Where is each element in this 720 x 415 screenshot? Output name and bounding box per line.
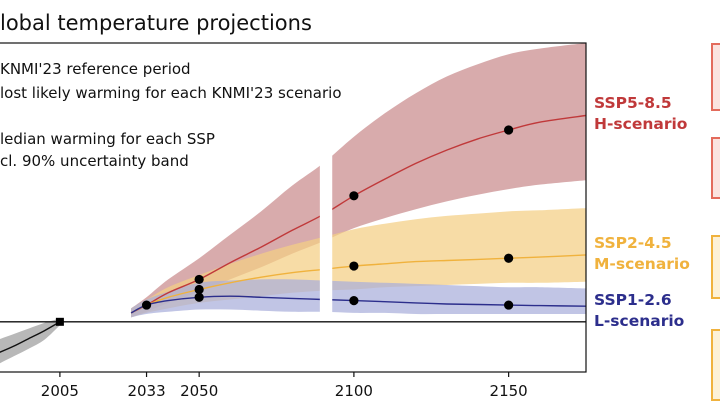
note-reference-period: KNMI'23 reference period [0,60,191,78]
historical-line [0,321,61,353]
label-ssp245: SSP2-4.5 [594,234,672,252]
x-tick-label: 2050 [180,382,218,400]
note-median-warming: ledian warming for each SSP [0,130,215,148]
label-ssp126: SSP1-2.6 [594,291,672,309]
side-panel-fragment [711,235,720,299]
historical-series [0,318,61,364]
label-ssp585: SSP5-8.5 [594,94,672,112]
marker-ssp1-2-6 [349,296,359,306]
x-tick-label: 2033 [127,382,165,400]
plot-area [0,42,587,373]
label-m-scenario: M-scenario [594,255,690,273]
marker-ssp1-2-6 [194,292,204,302]
x-tick-label: 2005 [41,382,79,400]
marker-ssp5-8-5 [349,191,359,201]
plot-frame [0,42,587,373]
side-panel-fragment [711,329,720,401]
historical-band [0,318,60,364]
marker-ssp2-4-5 [194,284,204,295]
marker-ssp5-8-5 [141,300,152,310]
x-tick-label: 2100 [335,382,373,400]
adjacent-panel-fragments [711,43,720,401]
marker-ssp5-8-5 [504,125,514,135]
chart-title: lobal temperature projections [0,11,312,35]
x-tick-label: 2150 [490,382,528,400]
scenario-labels: SSP5-8.5 H-scenario SSP2-4.5 M-scenario … [594,94,690,330]
marker-ssp2-4-5 [504,253,514,263]
band-ssp1-2-6 [131,279,586,318]
label-h-scenario: H-scenario [594,115,687,133]
median-line-ssp5-8-5 [130,114,587,314]
median-line-ssp1-2-6 [130,295,587,314]
note-most-likely-warming: lost likely warming for each KNMI'23 sce… [0,84,342,102]
side-panel-fragment [711,137,720,199]
x-axis-ticks: 2005 2033 2050 2100 2150 [41,372,528,400]
reference-point-marker [55,317,64,326]
marker-points [55,125,514,326]
period-gap [319,43,333,370]
band-ssp5-8-5 [131,43,586,318]
marker-ssp5-8-5 [194,274,204,285]
marker-ssp2-4-5 [349,261,359,271]
note-uncertainty-band: cl. 90% uncertainty band [0,152,189,170]
uncertainty-bands [131,43,586,318]
side-panel-fragment [711,43,720,111]
label-l-scenario: L-scenario [594,312,684,330]
median-line-ssp2-4-5 [130,254,587,314]
median-lines [130,114,587,314]
marker-ssp1-2-6 [504,300,514,310]
